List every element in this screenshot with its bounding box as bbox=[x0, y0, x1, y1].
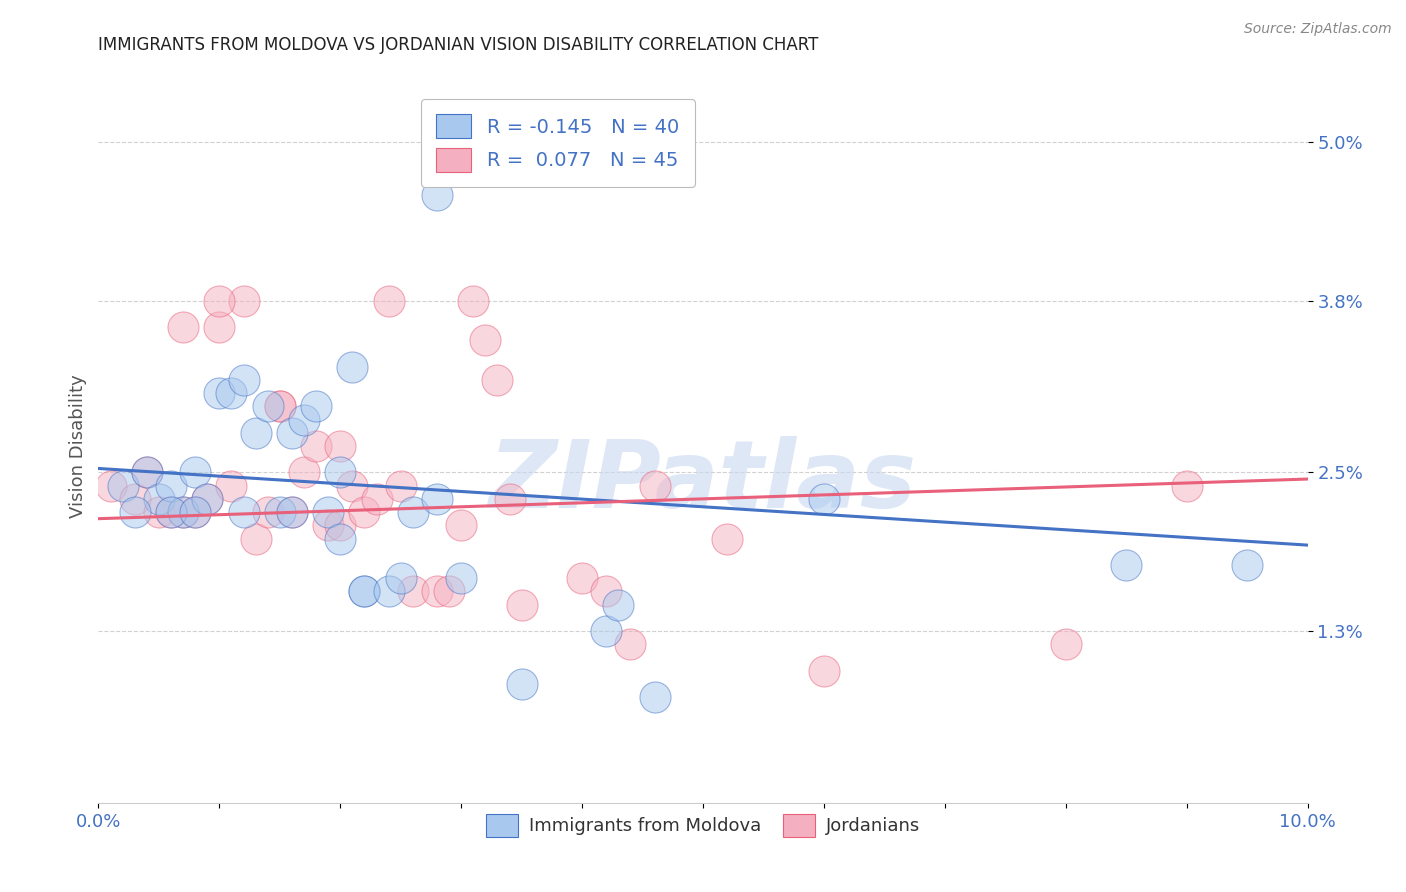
Point bbox=[437, 584, 460, 599]
Y-axis label: Vision Disability: Vision Disability bbox=[69, 374, 87, 518]
Point bbox=[195, 491, 218, 506]
Point bbox=[292, 412, 315, 426]
Point bbox=[281, 505, 304, 519]
Point bbox=[716, 532, 738, 546]
Point bbox=[402, 584, 425, 599]
Point bbox=[269, 400, 291, 414]
Point bbox=[486, 373, 509, 387]
Point bbox=[389, 478, 412, 492]
Point bbox=[269, 505, 291, 519]
Point bbox=[571, 571, 593, 585]
Point bbox=[402, 505, 425, 519]
Point bbox=[172, 505, 194, 519]
Point bbox=[1236, 558, 1258, 572]
Point bbox=[221, 386, 243, 401]
Point bbox=[305, 400, 328, 414]
Point bbox=[160, 505, 183, 519]
Point bbox=[377, 293, 399, 308]
Point bbox=[329, 518, 352, 533]
Point bbox=[1054, 637, 1077, 651]
Text: ZIPatlas: ZIPatlas bbox=[489, 435, 917, 528]
Point bbox=[135, 466, 157, 480]
Point bbox=[450, 518, 472, 533]
Point bbox=[329, 466, 352, 480]
Point bbox=[474, 333, 496, 347]
Point bbox=[316, 505, 339, 519]
Point bbox=[135, 466, 157, 480]
Point bbox=[172, 320, 194, 334]
Point bbox=[619, 637, 641, 651]
Point bbox=[463, 293, 485, 308]
Point bbox=[510, 598, 533, 612]
Point bbox=[644, 690, 666, 704]
Point bbox=[342, 359, 364, 374]
Point bbox=[305, 439, 328, 453]
Point bbox=[595, 584, 617, 599]
Point bbox=[595, 624, 617, 638]
Point bbox=[208, 386, 231, 401]
Point bbox=[124, 491, 146, 506]
Point bbox=[245, 425, 267, 440]
Point bbox=[389, 571, 412, 585]
Point bbox=[316, 518, 339, 533]
Point bbox=[366, 491, 388, 506]
Point bbox=[208, 320, 231, 334]
Point bbox=[208, 293, 231, 308]
Point bbox=[184, 505, 207, 519]
Point bbox=[232, 293, 254, 308]
Point bbox=[644, 478, 666, 492]
Point bbox=[426, 188, 449, 202]
Point bbox=[281, 425, 304, 440]
Legend: Immigrants from Moldova, Jordanians: Immigrants from Moldova, Jordanians bbox=[478, 807, 928, 844]
Point bbox=[813, 491, 835, 506]
Point bbox=[426, 584, 449, 599]
Text: Source: ZipAtlas.com: Source: ZipAtlas.com bbox=[1244, 22, 1392, 37]
Point bbox=[498, 491, 520, 506]
Point bbox=[148, 505, 170, 519]
Point bbox=[510, 677, 533, 691]
Point bbox=[184, 505, 207, 519]
Point bbox=[172, 505, 194, 519]
Point bbox=[1115, 558, 1137, 572]
Point bbox=[148, 491, 170, 506]
Point bbox=[353, 584, 375, 599]
Point bbox=[342, 478, 364, 492]
Point bbox=[813, 664, 835, 678]
Point bbox=[353, 505, 375, 519]
Point bbox=[221, 478, 243, 492]
Point bbox=[245, 532, 267, 546]
Point bbox=[1175, 478, 1198, 492]
Point bbox=[269, 400, 291, 414]
Point bbox=[232, 373, 254, 387]
Point bbox=[256, 505, 278, 519]
Point bbox=[329, 439, 352, 453]
Point bbox=[607, 598, 630, 612]
Point bbox=[329, 532, 352, 546]
Point bbox=[353, 584, 375, 599]
Point bbox=[232, 505, 254, 519]
Point bbox=[184, 466, 207, 480]
Point bbox=[292, 466, 315, 480]
Point bbox=[160, 505, 183, 519]
Point bbox=[256, 400, 278, 414]
Point bbox=[111, 478, 134, 492]
Point bbox=[160, 478, 183, 492]
Point bbox=[281, 505, 304, 519]
Point bbox=[450, 571, 472, 585]
Text: IMMIGRANTS FROM MOLDOVA VS JORDANIAN VISION DISABILITY CORRELATION CHART: IMMIGRANTS FROM MOLDOVA VS JORDANIAN VIS… bbox=[98, 36, 818, 54]
Point bbox=[124, 505, 146, 519]
Point bbox=[377, 584, 399, 599]
Point bbox=[426, 491, 449, 506]
Point bbox=[100, 478, 122, 492]
Point bbox=[195, 491, 218, 506]
